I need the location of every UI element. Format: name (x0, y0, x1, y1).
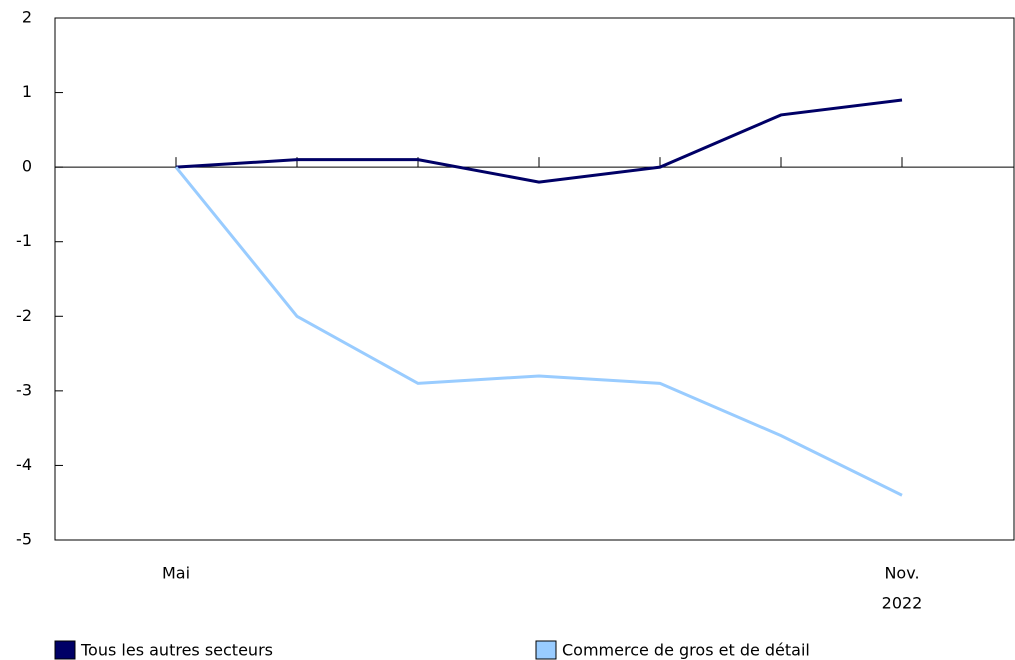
x-year-label: 2022 (882, 594, 923, 613)
legend-label: Commerce de gros et de détail (562, 641, 810, 660)
legend-swatch (54, 640, 76, 660)
legend-swatch (535, 640, 557, 660)
y-tick-label: 0 (22, 157, 32, 176)
legend-label: Tous les autres secteurs (80, 641, 273, 660)
y-tick-label: -1 (16, 231, 32, 250)
y-tick-label: 1 (22, 82, 32, 101)
y-tick-label: -2 (16, 306, 32, 325)
y-tick-label: -5 (16, 530, 32, 549)
y-tick-label: -3 (16, 380, 32, 399)
plot-frame (54, 17, 1015, 541)
series-line (175, 98, 903, 184)
x-tick-label: Mai (162, 564, 190, 583)
y-tick-label: 2 (22, 8, 32, 27)
y-tick-label: -4 (16, 455, 32, 474)
series-line (174, 166, 903, 497)
x-tick-label: Nov. (884, 564, 919, 583)
